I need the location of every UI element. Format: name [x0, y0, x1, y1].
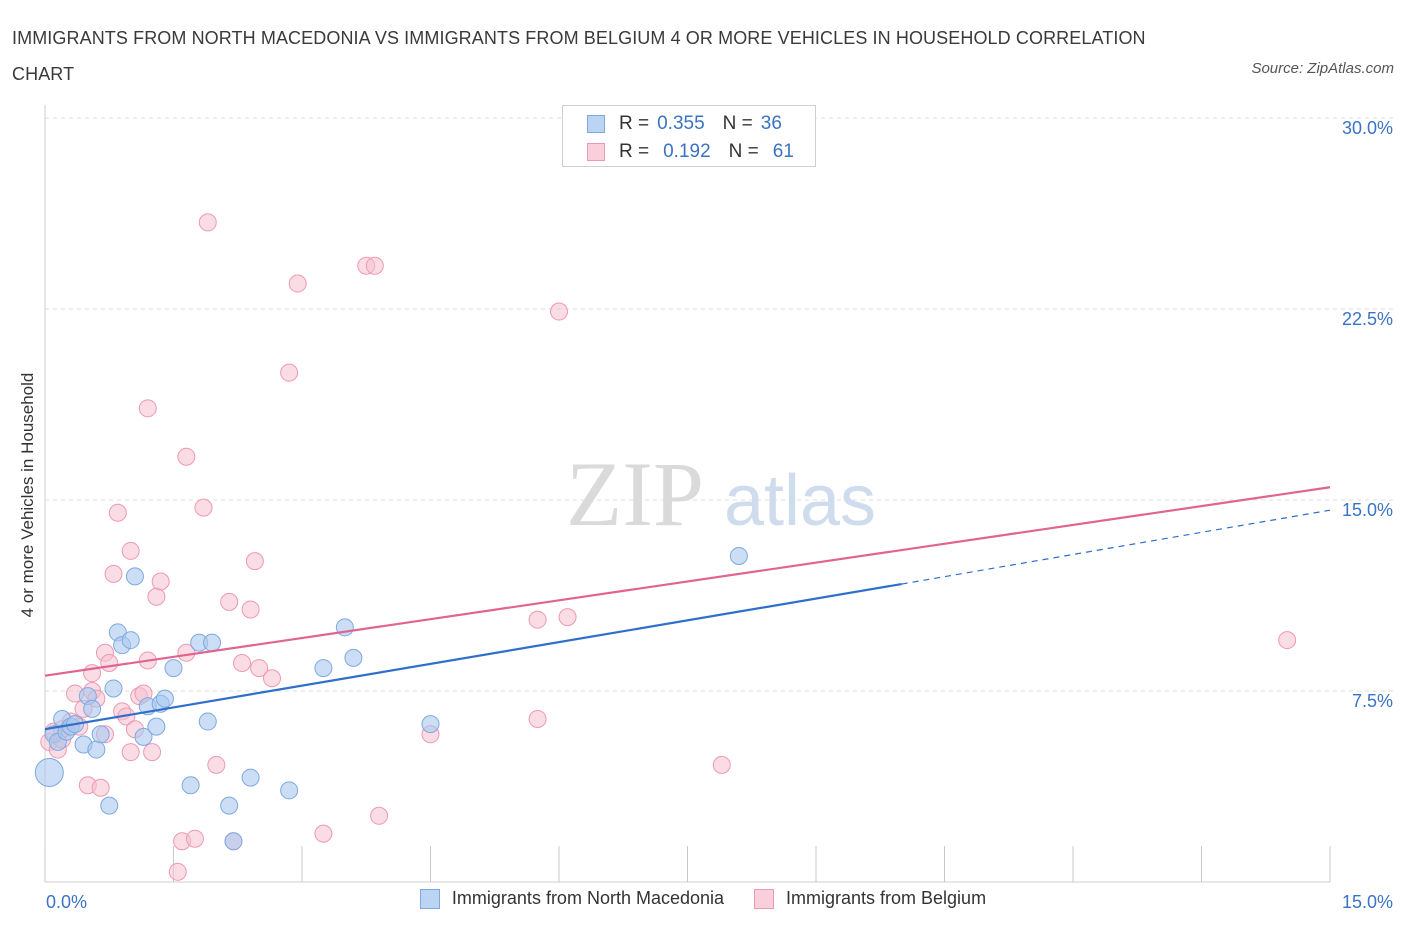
belgium-n-value: 61 [772, 141, 794, 162]
belgium-point [198, 213, 217, 232]
belgium-point [370, 806, 389, 825]
macedonia-point [121, 631, 140, 650]
r-label: R = [619, 113, 650, 134]
belgium-point [528, 710, 547, 729]
y-tick-label: 22.5% [1342, 309, 1393, 329]
trend-lines [44, 486, 1331, 731]
source-note: Source: ZipAtlas.com [1251, 60, 1394, 77]
watermark: ZIP atlas [566, 443, 876, 545]
belgium-point [233, 653, 252, 672]
macedonia-point [147, 717, 166, 736]
macedonia-point [729, 547, 748, 566]
belgium-point [528, 610, 547, 629]
belgium-point [104, 564, 123, 583]
belgium-point [194, 498, 213, 517]
macedonia-point [125, 567, 144, 586]
belgium-point [245, 552, 264, 571]
macedonia-point [91, 725, 110, 744]
belgium-point [288, 274, 307, 293]
belgium-legend-label: Immigrants from Belgium [786, 888, 987, 908]
macedonia-point [198, 712, 217, 731]
macedonia-r-value: 0.355 [657, 113, 705, 134]
series-macedonia-points [34, 547, 748, 851]
macedonia-point [87, 740, 106, 759]
legend-item-belgium: Immigrants from Belgium [754, 888, 986, 909]
y-tick-label: 30.0% [1342, 118, 1393, 138]
legend-row-macedonia: R = 0.355 N = 36 [587, 111, 782, 137]
macedonia-point [155, 689, 174, 708]
belgium-point [207, 755, 226, 774]
belgium-point [138, 399, 157, 418]
belgium-point [185, 829, 204, 848]
watermark-atlas: atlas [724, 461, 876, 541]
macedonia-legend-swatch [419, 888, 440, 909]
y-tick-label: 15.0% [1342, 500, 1393, 520]
macedonia-point [224, 832, 243, 851]
belgium-point [280, 363, 299, 382]
belgium-point [121, 743, 140, 762]
macedonia-trend-line [44, 582, 902, 731]
belgium-point [108, 503, 127, 522]
macedonia-legend-label: Immigrants from North Macedonia [451, 888, 725, 908]
belgium-point [263, 669, 282, 688]
macedonia-point [100, 796, 119, 815]
belgium-point [177, 447, 196, 466]
belgium-point [550, 302, 568, 321]
belgium-swatch [587, 143, 605, 161]
macedonia-point [134, 727, 153, 746]
belgium-point [91, 778, 110, 797]
macedonia-n-value: 36 [760, 113, 782, 134]
n-label: N = [722, 113, 753, 134]
macedonia-point [164, 659, 183, 678]
series-legend: Immigrants from North Macedonia Immigran… [0, 888, 1406, 909]
macedonia-point [104, 679, 123, 698]
r-label: R = [619, 141, 650, 162]
belgium-point [558, 608, 577, 627]
macedonia-point [220, 796, 239, 815]
belgium-point [168, 862, 187, 881]
belgium-point [250, 659, 269, 678]
macedonia-point [344, 648, 363, 667]
belgium-point [100, 653, 119, 672]
belgium-point [1278, 631, 1297, 650]
belgium-trend-line [44, 486, 1331, 677]
x-tick-label: 15.0% [1342, 892, 1393, 912]
n-label: N = [728, 141, 759, 162]
belgium-point [151, 572, 170, 591]
series-belgium-points [40, 213, 1297, 881]
macedonia-point [280, 781, 299, 800]
belgium-point [365, 256, 384, 275]
macedonia-swatch [587, 115, 605, 133]
belgium-point [147, 587, 166, 606]
macedonia-point [83, 699, 102, 718]
macedonia-trend-extension [901, 509, 1331, 585]
macedonia-point [421, 715, 440, 734]
chart-title: IMMIGRANTS FROM NORTH MACEDONIA VS IMMIG… [12, 28, 1146, 84]
belgium-point [143, 743, 162, 762]
x-tick-label: 0.0% [46, 892, 87, 912]
macedonia-point [241, 768, 260, 787]
belgium-r-value: 0.192 [663, 141, 711, 162]
legend-row-belgium: R = 0.192 N = 61 [587, 139, 794, 165]
macedonia-point [34, 757, 64, 787]
belgium-point [712, 755, 731, 774]
legend-item-macedonia: Immigrants from North Macedonia [419, 888, 725, 909]
belgium-point [314, 824, 333, 843]
belgium-point [121, 541, 140, 560]
macedonia-point [314, 659, 333, 678]
tick-labels: 7.5% 15.0% 22.5% 30.0% 0.0% 15.0% [44, 118, 1393, 912]
macedonia-point [181, 776, 200, 795]
watermark-zip: ZIP [566, 443, 704, 545]
belgium-legend-swatch [754, 888, 775, 909]
y-tick-label: 7.5% [1352, 691, 1393, 711]
belgium-point [241, 600, 260, 619]
belgium-point [220, 592, 239, 611]
macedonia-point [203, 633, 222, 652]
correlation-legend: R = 0.355 N = 36 R = 0.192 N = 61 [562, 105, 816, 167]
